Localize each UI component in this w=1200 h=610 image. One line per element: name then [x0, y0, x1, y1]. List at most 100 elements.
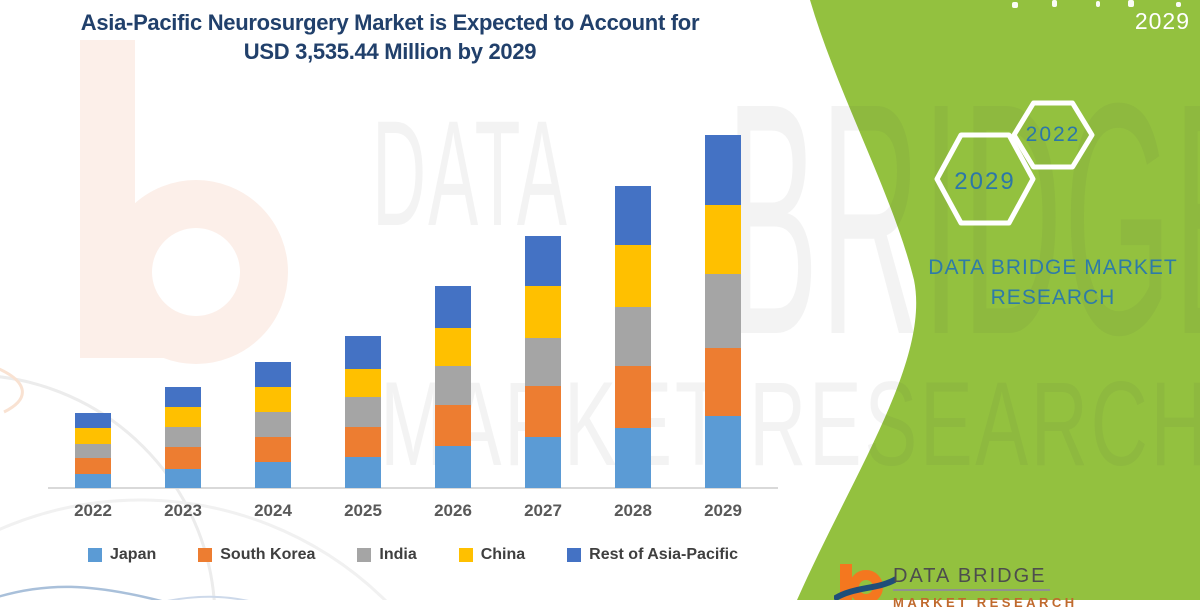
watermark-word-bridge: BRIDGE — [726, 34, 1200, 403]
x-axis-label-2029: 2029 — [704, 501, 742, 520]
hexagons-graphic — [934, 100, 1095, 226]
x-axis-label-2026: 2026 — [434, 501, 472, 520]
bar-segment-2026-rest-of-asia-pacific — [435, 285, 471, 328]
stacked-bar-chart: 2022 2023 2024 2025 2026 2027 2028 2029 — [48, 135, 778, 520]
bar-segment-2029-rest-of-asia-pacific — [705, 135, 741, 206]
clipped-text-fragment — [1176, 2, 1181, 7]
bar-segment-2026-south-korea — [435, 405, 471, 446]
clipped-text-fragment — [1128, 0, 1134, 7]
bar-segment-2023-rest-of-asia-pacific — [165, 387, 201, 408]
legend-item-south-korea: South Korea — [198, 546, 315, 564]
x-axis-label-2025: 2025 — [344, 501, 382, 520]
peach-arc-decoration — [0, 367, 24, 414]
x-axis-line — [48, 487, 778, 489]
legend-label: Japan — [110, 546, 157, 563]
bar-segment-2024-japan — [255, 462, 291, 488]
bar-2027 — [525, 235, 561, 488]
bar-segment-2025-china — [345, 368, 381, 398]
bar-segment-2023-india — [165, 427, 201, 447]
bar-segment-2023-south-korea — [165, 446, 201, 469]
x-axis-label-2023: 2023 — [164, 501, 202, 520]
chart-title-line1: Asia-Pacific Neurosurgery Market is Expe… — [80, 10, 700, 35]
clipped-text-fragment — [1096, 1, 1100, 7]
hexagon-2029-label: 2029 — [954, 168, 1016, 195]
bar-segment-2026-india — [435, 366, 471, 406]
x-axis-label-2027: 2027 — [524, 501, 562, 520]
bar-segment-2022-japan — [75, 473, 111, 488]
brand-text-line2: RESEARCH — [990, 286, 1116, 309]
x-axis-label-2024: 2024 — [254, 501, 292, 520]
bar-segment-2022-rest-of-asia-pacific — [75, 412, 111, 429]
legend-swatch — [458, 548, 473, 562]
faint-circle-decoration — [0, 498, 387, 600]
bar-segment-2026-china — [435, 327, 471, 367]
bar-2026 — [435, 285, 471, 488]
legend-item-china: China — [458, 546, 526, 564]
blue-wave-decoration — [0, 585, 163, 600]
hexagon-2029-outline — [934, 132, 1036, 226]
bar-segment-2027-japan — [525, 437, 561, 488]
data-bridge-logo-subtext: MARKET RESEARCH — [893, 595, 1078, 610]
bar-segment-2028-china — [615, 244, 651, 307]
corner-year-text: 2029 — [1134, 8, 1190, 34]
bar-segment-2026-japan — [435, 445, 471, 488]
bar-segment-2025-rest-of-asia-pacific — [345, 336, 381, 369]
bar-segment-2024-south-korea — [255, 437, 291, 463]
hexagon-2022-outline — [1011, 100, 1095, 170]
x-axis-label-2022: 2022 — [74, 501, 112, 520]
bar-segment-2027-rest-of-asia-pacific — [525, 235, 561, 287]
legend-label: Rest of Asia-Pacific — [589, 546, 738, 563]
bar-segment-2029-south-korea — [705, 347, 741, 417]
bar-2029 — [705, 135, 741, 488]
bar-segment-2024-china — [255, 387, 291, 413]
legend-label: South Korea — [220, 546, 316, 563]
green-panel — [797, 0, 1200, 600]
hexagon-2022-label: 2022 — [1025, 123, 1081, 146]
bar-segment-2025-south-korea — [345, 427, 381, 458]
clipped-text-fragment — [1052, 0, 1057, 7]
bar-segment-2025-india — [345, 397, 381, 428]
blue-wave-decoration — [167, 595, 249, 600]
bar-segment-2027-india — [525, 337, 561, 387]
bar-segment-2022-india — [75, 443, 111, 458]
clipped-text-fragment — [1012, 2, 1018, 8]
data-bridge-logo-text: DATA BRIDGE — [893, 565, 1047, 587]
bar-segment-2029-japan — [705, 416, 741, 488]
chart-title: Asia-Pacific Neurosurgery Market is Expe… — [0, 8, 780, 66]
bar-segment-2028-japan — [615, 428, 651, 488]
bar-segment-2022-south-korea — [75, 457, 111, 474]
bar-segment-2029-china — [705, 205, 741, 275]
bar-2022 — [75, 412, 111, 488]
watermark-word-data: DATA — [372, 89, 569, 257]
bar-segment-2027-south-korea — [525, 386, 561, 438]
watermark-line-market-research: MARKET RESEARCH — [380, 357, 1200, 491]
bar-segment-2029-india — [705, 274, 741, 348]
bar-2023 — [165, 387, 201, 488]
bar-segment-2025-japan — [345, 457, 381, 488]
logo-underline — [893, 589, 1050, 591]
bar-segment-2024-india — [255, 412, 291, 438]
bar-2028 — [615, 186, 651, 488]
data-bridge-logo-icon — [834, 564, 896, 600]
x-axis-label-2028: 2028 — [614, 501, 652, 520]
legend-label: India — [379, 546, 417, 563]
bar-segment-2028-rest-of-asia-pacific — [615, 186, 651, 245]
legend-label: China — [480, 546, 526, 563]
bar-segment-2023-china — [165, 407, 201, 428]
legend-item-rest-of-asia-pacific: Rest of Asia-Pacific — [567, 546, 738, 564]
bar-segment-2024-rest-of-asia-pacific — [255, 362, 291, 388]
legend-item-japan: Japan — [88, 546, 156, 564]
bar-2024 — [255, 362, 291, 488]
chart-legend: Japan South Korea India China Rest of Asia-P… — [88, 546, 738, 564]
legend-item-india: India — [357, 546, 417, 564]
chart-title-line2: USD 3,535.44 Million by 2029 — [243, 39, 537, 64]
peach-b-watermark-icon — [80, 40, 288, 364]
legend-swatch — [357, 548, 372, 562]
bar-segment-2028-south-korea — [615, 366, 651, 429]
legend-swatch — [567, 548, 582, 562]
bar-segment-2023-japan — [165, 468, 201, 488]
bar-2025 — [345, 336, 381, 488]
bar-segment-2028-india — [615, 306, 651, 367]
